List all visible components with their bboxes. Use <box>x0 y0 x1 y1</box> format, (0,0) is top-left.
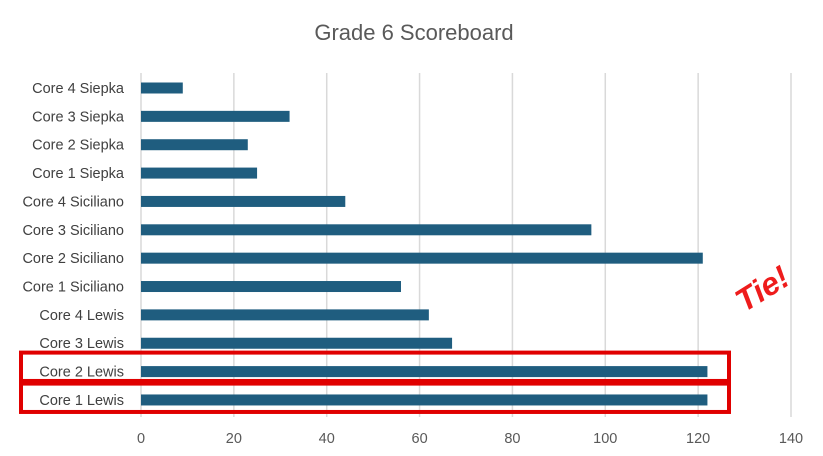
category-label: Core 2 Siciliano <box>22 251 124 267</box>
highlight-box <box>19 378 731 414</box>
chart-title: Grade 6 Scoreboard <box>314 20 513 45</box>
highlight-boxes <box>19 350 731 414</box>
category-label: Core 3 Siepka <box>32 109 125 125</box>
x-tick-label: 80 <box>504 431 520 447</box>
x-axis-tick-labels: 0 20 40 60 80 100 120 140 <box>137 431 803 447</box>
bar <box>141 337 453 349</box>
category-label: Core 4 Siepka <box>32 81 125 97</box>
category-label: Core 1 Siepka <box>32 166 125 182</box>
bar <box>141 139 248 151</box>
x-tick-label: 60 <box>412 431 428 447</box>
category-label: Core 4 Siciliano <box>22 194 124 210</box>
x-tick-label: 120 <box>686 431 710 447</box>
category-label: Core 2 Siepka <box>32 138 125 154</box>
category-label: Core 3 Siciliano <box>22 223 124 239</box>
bar <box>141 394 708 406</box>
x-tick-label: 40 <box>319 431 335 447</box>
annotations: Tie! <box>728 258 796 320</box>
bar <box>141 224 592 236</box>
bar <box>141 309 429 321</box>
bar <box>141 110 290 122</box>
category-label: Core 2 Lewis <box>39 365 124 381</box>
category-label: Core 3 Lewis <box>39 336 124 352</box>
bar <box>141 82 183 94</box>
category-label: Core 1 Siciliano <box>22 280 124 296</box>
bar <box>141 252 703 264</box>
bars <box>141 82 708 406</box>
bar <box>141 281 401 293</box>
x-tick-label: 20 <box>226 431 242 447</box>
x-tick-label: 140 <box>779 431 803 447</box>
category-label: Core 1 Lewis <box>39 393 124 409</box>
tie-annotation: Tie! <box>729 258 796 319</box>
x-tick-label: 0 <box>137 431 145 447</box>
category-labels: Core 4 Siepka Core 3 Siepka Core 2 Siepka C… <box>22 81 124 409</box>
bar <box>141 195 346 207</box>
highlight-box <box>19 350 731 386</box>
category-label: Core 4 Lewis <box>39 308 124 324</box>
bar <box>141 167 258 179</box>
x-tick-label: 100 <box>593 431 617 447</box>
gridlines <box>140 73 792 417</box>
bar <box>141 366 708 378</box>
